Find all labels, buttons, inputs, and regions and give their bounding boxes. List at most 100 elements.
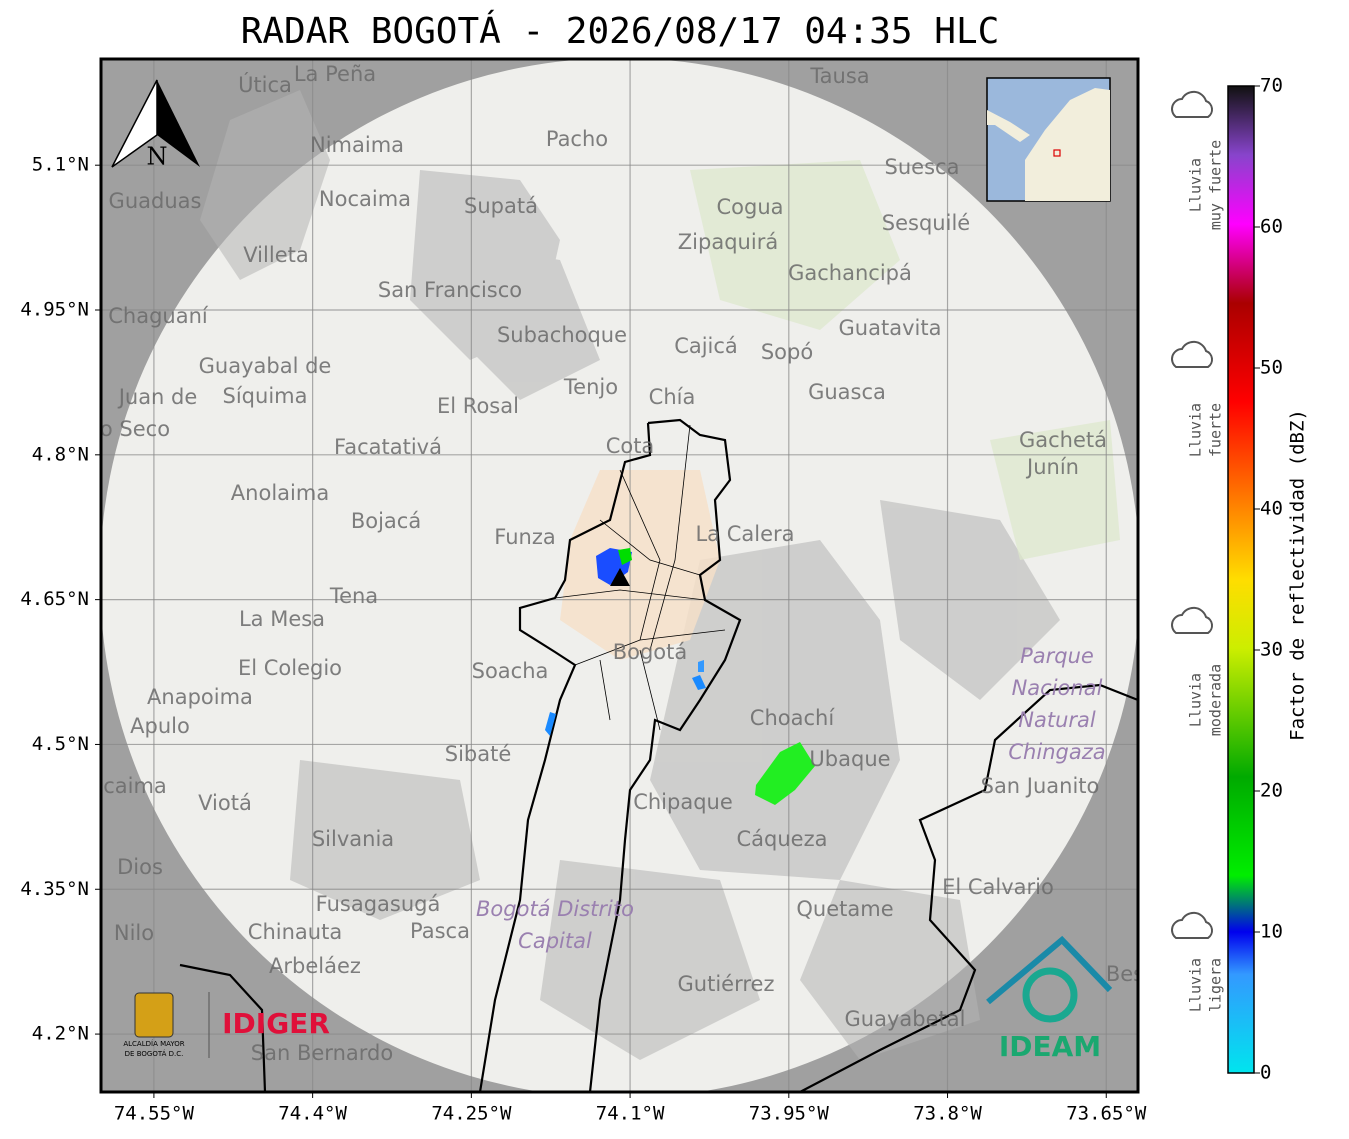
place-label: Nocaima bbox=[319, 187, 411, 211]
place-label: Choachí bbox=[750, 706, 836, 730]
place-label: Tenjo bbox=[563, 375, 618, 399]
rain-icon bbox=[1171, 911, 1213, 939]
x-tick-label: 74.25°W bbox=[431, 1103, 512, 1125]
place-label: Guayabal de bbox=[199, 354, 332, 378]
place-label: Pasca bbox=[410, 919, 470, 943]
place-label: Facatativá bbox=[334, 435, 442, 459]
place-label: La Calera bbox=[695, 522, 794, 546]
colorbar bbox=[1227, 85, 1255, 1074]
place-label: Juan de bbox=[117, 385, 198, 409]
y-tick-label: 4.95°N bbox=[20, 299, 89, 321]
colorbar-label: Factor de reflectividad (dBZ) bbox=[1287, 409, 1309, 741]
place-label: Viotá bbox=[198, 791, 252, 815]
place-label: Pacho bbox=[546, 127, 608, 151]
y-tick-label: 4.2°N bbox=[32, 1023, 89, 1045]
place-label: Cogua bbox=[716, 195, 783, 219]
area-label: Nacional bbox=[1012, 676, 1103, 700]
boundaries bbox=[179, 418, 1138, 1092]
map-frame bbox=[99, 57, 1140, 1094]
place-label: Suesca bbox=[885, 155, 960, 179]
rain-category: Lluvia bbox=[1187, 958, 1205, 1012]
place-label: Guasca bbox=[808, 380, 886, 404]
title: RADAR BOGOTÁ - 2026/08/17 04:35 HLC bbox=[241, 10, 1000, 52]
place-label: Supatá bbox=[464, 194, 538, 218]
place-label: Villeta bbox=[243, 243, 308, 267]
place-label: Dios bbox=[117, 855, 163, 879]
y-tick-label: 4.5°N bbox=[32, 733, 89, 755]
colorbar-tick-label: 60 bbox=[1260, 216, 1283, 238]
place-label: Zipaquirá bbox=[678, 230, 778, 254]
place-label: Bojacá bbox=[351, 509, 421, 533]
rain-icon bbox=[1171, 606, 1213, 634]
place-label: Arbeláez bbox=[269, 954, 361, 978]
radar-echoes bbox=[545, 548, 815, 805]
place-label: Chipaque bbox=[633, 790, 733, 814]
area-label: Parque bbox=[1020, 644, 1094, 668]
place-label: Junín bbox=[1025, 455, 1079, 479]
place-label: Gachancipá bbox=[788, 261, 912, 285]
place-label: Cáqueza bbox=[737, 827, 828, 851]
x-tick-label: 74.55°W bbox=[114, 1103, 195, 1125]
rain-category: Lluvia bbox=[1187, 158, 1205, 212]
place-label: Apulo bbox=[130, 714, 190, 738]
colorbar-tick-label: 0 bbox=[1260, 1062, 1271, 1084]
colorbar-tick-label: 40 bbox=[1260, 498, 1283, 520]
rain-category: ligera bbox=[1207, 958, 1225, 1012]
place-label: Chía bbox=[649, 385, 696, 409]
place-label: Ubaque bbox=[809, 747, 890, 771]
north-arrow: N bbox=[111, 79, 200, 171]
place-label: Fusagasugá bbox=[316, 892, 441, 916]
alcaldia-logo: ALCALDÍA MAYOR DE BOGOTÁ D.C. IDIGER bbox=[123, 992, 330, 1058]
colorbar-tick-label: 10 bbox=[1260, 921, 1283, 943]
place-label: El Rosal bbox=[437, 394, 519, 418]
place-label: Bogotá bbox=[613, 640, 688, 664]
colorbar-tick-label: 20 bbox=[1260, 780, 1283, 802]
x-tick-label: 74.4°W bbox=[278, 1103, 347, 1125]
place-label: San Bernardo bbox=[251, 1041, 393, 1065]
place-label: o Seco bbox=[100, 417, 170, 441]
place-label: Funza bbox=[494, 525, 555, 549]
place-label: La Peña bbox=[294, 62, 376, 86]
x-tick-label: 73.8°W bbox=[913, 1103, 982, 1125]
rain-icon bbox=[1171, 90, 1213, 118]
place-label: Sopó bbox=[761, 340, 813, 364]
place-label: Anapoima bbox=[147, 685, 253, 709]
y-tick-label: 5.1°N bbox=[32, 154, 89, 176]
place-label: La Mesa bbox=[239, 607, 325, 631]
place-label: Anolaima bbox=[231, 481, 329, 505]
y-tick-label: 4.35°N bbox=[20, 878, 89, 900]
area-label: Capital bbox=[518, 929, 592, 953]
place-label: Sibaté bbox=[445, 742, 512, 766]
colorbar-tick-label: 50 bbox=[1260, 357, 1283, 379]
x-tick-label: 74.1°W bbox=[596, 1103, 665, 1125]
north-label: N bbox=[147, 143, 168, 171]
place-label: Cota bbox=[606, 434, 655, 458]
area-label: Natural bbox=[1018, 708, 1096, 732]
place-label: Chaguaní bbox=[108, 304, 209, 328]
idiger-logo: IDIGER bbox=[222, 1007, 330, 1040]
alcaldia-line: DE BOGOTÁ D.C. bbox=[125, 1049, 184, 1058]
colorbar-tick-label: 30 bbox=[1260, 639, 1283, 661]
rain-category: fuerte bbox=[1207, 403, 1225, 457]
place-label: Nimaima bbox=[310, 133, 404, 157]
place-label: Quetame bbox=[796, 897, 893, 921]
place-label: caima bbox=[103, 774, 167, 798]
place-label: Cajicá bbox=[674, 334, 738, 358]
area-label: Chingaza bbox=[1008, 740, 1105, 764]
place-label: Guatavita bbox=[839, 316, 942, 340]
terrain bbox=[200, 90, 1060, 1060]
place-label: Tena bbox=[329, 584, 378, 608]
place-label: Útica bbox=[238, 72, 292, 97]
alcaldia-line: ALCALDÍA MAYOR bbox=[123, 1039, 184, 1048]
place-label: San Juanito bbox=[981, 774, 1100, 798]
radar-site bbox=[610, 568, 630, 586]
rain-icon bbox=[1171, 340, 1213, 368]
place-label: El Calvario bbox=[942, 875, 1054, 899]
rain-category: Lluvia bbox=[1187, 673, 1205, 727]
ideam-logo: IDEAM bbox=[986, 935, 1113, 1063]
inset-map bbox=[986, 77, 1111, 202]
place-label: Soacha bbox=[472, 659, 549, 683]
rain-category: moderada bbox=[1207, 664, 1225, 736]
y-tick-label: 4.65°N bbox=[20, 588, 89, 610]
